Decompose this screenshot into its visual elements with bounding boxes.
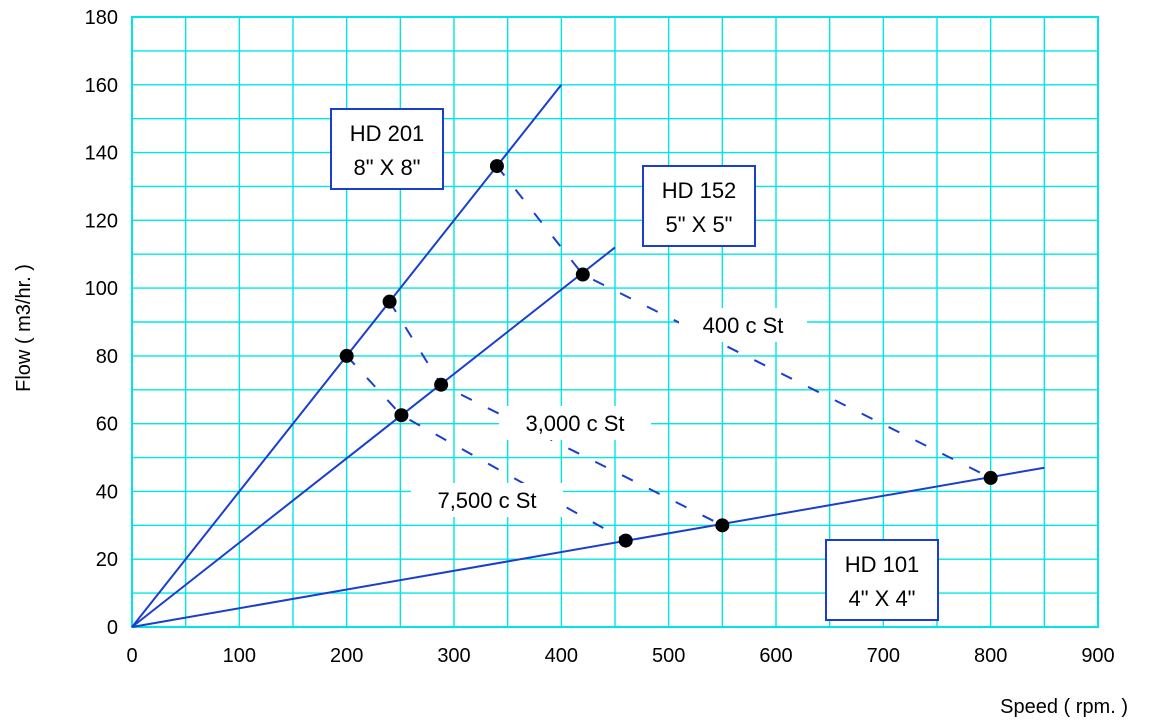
viscosity-label-bg	[411, 483, 563, 517]
data-point	[434, 377, 449, 392]
pump-label-box: HD 201 8" X 8"	[330, 108, 444, 190]
x-tick-label: 600	[759, 645, 792, 667]
series-line	[131, 246, 616, 628]
x-axis-label: Speed ( rpm. )	[1000, 696, 1128, 718]
y-tick-label: 100	[85, 278, 118, 300]
tick-labels: 0 100 200 300 400 500 600 700 800 900 0 20 40 60 80 100…	[85, 7, 1115, 667]
pump-label-frame	[642, 165, 756, 247]
data-point	[489, 159, 504, 174]
grid	[131, 16, 1099, 628]
pump-model-label: HD 201	[350, 121, 425, 146]
data-point	[575, 267, 590, 282]
x-tick-label: 900	[1081, 645, 1114, 667]
y-tick-label: 60	[96, 414, 118, 436]
x-tick-label: 700	[867, 645, 900, 667]
plot-frame	[131, 16, 1099, 628]
x-tick-label: 0	[126, 645, 137, 667]
x-tick-label: 200	[330, 645, 363, 667]
pump-label-box: HD 152 5" X 5"	[642, 165, 756, 247]
y-tick-label: 20	[96, 549, 118, 571]
viscosity-label-text: 7,500 c St	[437, 488, 536, 513]
pump-model-label: HD 152	[662, 178, 737, 203]
y-tick-label: 180	[85, 7, 118, 29]
y-tick-label: 140	[85, 143, 118, 165]
y-tick-label: 40	[96, 481, 118, 503]
y-tick-label: 160	[85, 75, 118, 97]
viscosity-label-bg	[499, 406, 651, 440]
viscosity-label: 400 c St	[679, 308, 807, 342]
x-tick-label: 300	[437, 645, 470, 667]
x-tick-label: 400	[545, 645, 578, 667]
data-point	[339, 348, 354, 363]
x-tick-label: 800	[974, 645, 1007, 667]
pump-size-label: 8" X 8"	[354, 155, 421, 180]
viscosity-label: 3,000 c St	[499, 406, 651, 440]
series-line	[131, 466, 1045, 628]
y-tick-label: 80	[96, 346, 118, 368]
data-point	[382, 294, 397, 309]
data-point	[983, 470, 998, 485]
viscosity-label: 7,500 c St	[411, 483, 563, 517]
viscosity-label-text: 400 c St	[703, 313, 784, 338]
pump-label-frame	[825, 539, 939, 621]
pump-size-label: 5" X 5"	[666, 212, 733, 237]
x-tick-label: 500	[652, 645, 685, 667]
data-point	[618, 533, 633, 548]
pump-size-label: 4" X 4"	[849, 586, 916, 611]
viscosity-label-bg	[679, 308, 807, 342]
data-point	[715, 518, 730, 533]
pump-label-box: HD 101 4" X 4"	[825, 539, 939, 621]
pump-model-label: HD 101	[845, 552, 920, 577]
data-points	[339, 159, 998, 548]
x-tick-label: 100	[223, 645, 256, 667]
data-point	[394, 408, 409, 423]
pump-label-frame	[330, 108, 444, 190]
y-tick-label: 120	[85, 210, 118, 232]
viscosity-label-text: 3,000 c St	[525, 411, 624, 436]
y-axis-label: Flow ( m3/hr. )	[13, 264, 35, 392]
y-tick-label: 0	[107, 617, 118, 639]
series-labels: HD 201 8" X 8" HD 152 5" X 5" HD 101 4" X 4" 4…	[330, 108, 939, 621]
